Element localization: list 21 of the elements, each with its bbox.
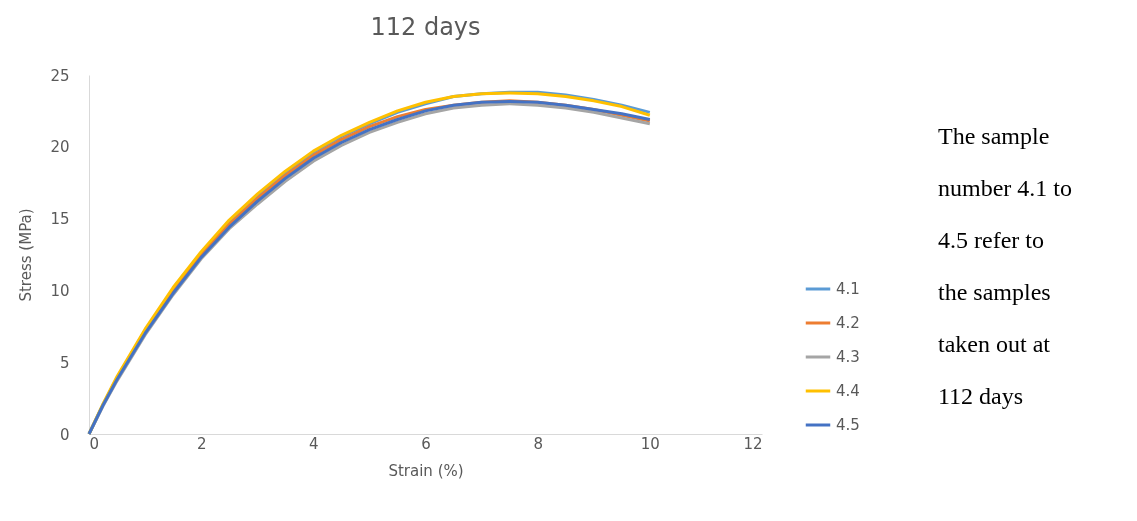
legend-label: 4.2: [836, 314, 860, 332]
legend-label: 4.5: [836, 416, 860, 434]
legend-label: 4.3: [836, 348, 860, 366]
y-axis-title: Stress (MPa): [17, 208, 36, 302]
x-tick-label: 4: [309, 434, 319, 453]
y-tick-label: 25: [50, 66, 70, 85]
y-tick-label: 20: [50, 138, 70, 157]
x-axis-title: Strain (%): [388, 461, 464, 480]
x-tick-label: 8: [533, 434, 543, 453]
x-tick-label: 12: [743, 434, 763, 453]
x-tick-label: 2: [196, 434, 207, 453]
x-tick-label: 10: [640, 434, 660, 453]
text: The sample number 4.1 to 4.5 refer to the samples taken out at 112 days: [938, 123, 1072, 409]
legend-label: 4.4: [836, 382, 860, 400]
chart-title: 112 days: [370, 13, 481, 41]
legend-label: 4.1: [836, 280, 860, 298]
x-tick-label: 0: [89, 434, 100, 453]
x-tick-label: 6: [421, 434, 431, 453]
y-tick-label: 5: [59, 353, 70, 372]
y-tick-label: 10: [50, 281, 70, 300]
y-tick-label: 15: [50, 210, 70, 229]
